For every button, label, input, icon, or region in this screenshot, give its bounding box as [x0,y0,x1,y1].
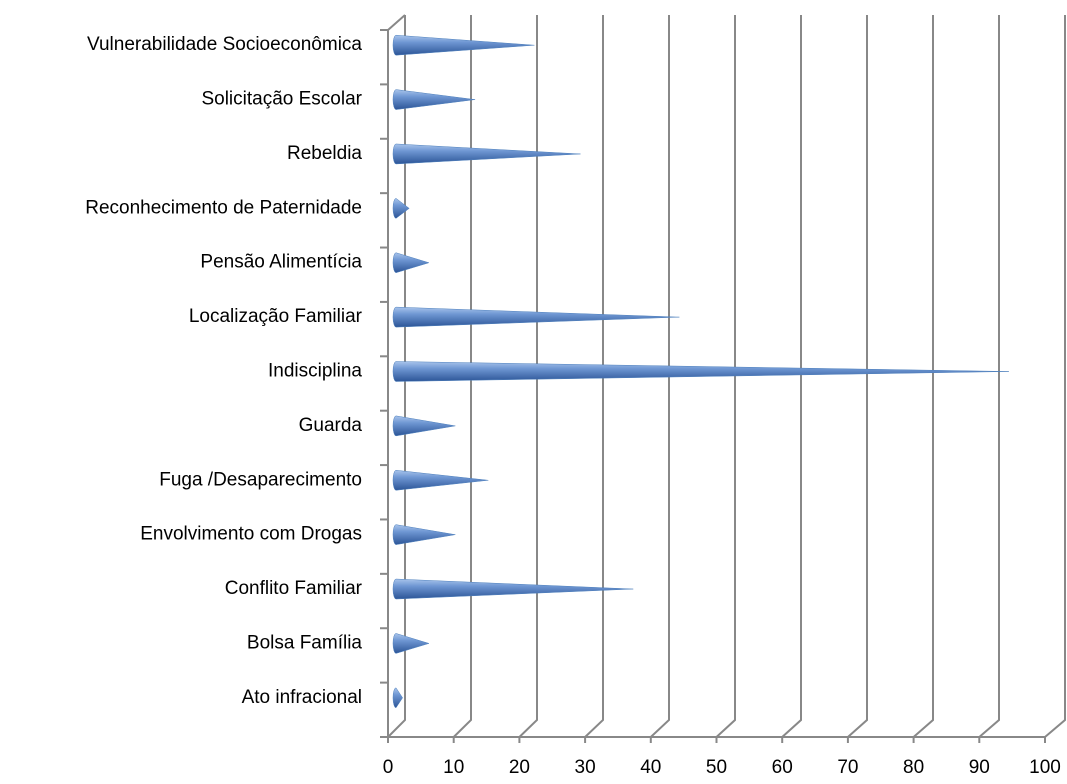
bar [392,415,456,437]
x-tick-label: 10 [443,757,464,778]
grid-line [518,15,538,738]
y-tick-label: Rebeldia [287,143,362,164]
bar [392,252,430,273]
y-tick-label: Reconhecimento de Paternidade [85,197,362,218]
y-tick-label: Guarda [299,415,363,436]
y-tick-label: Ato infracional [242,687,362,708]
bar [392,470,489,491]
y-tick-label: Bolsa Família [247,632,363,653]
grid-line [781,15,802,738]
grid-line [715,15,736,738]
y-tick-label: Vulnerabilidade Socioeconômica [87,34,362,55]
x-tick-label: 50 [706,757,727,778]
y-tick-label: Pensão Alimentícia [200,252,362,273]
y-tick-label: Fuga /Desaparecimento [159,469,362,490]
grid-line [978,15,1000,738]
x-tick-label: 90 [969,757,990,778]
grid-line [847,15,868,738]
y-tick-label: Conflito Familiar [225,578,363,599]
bar [392,578,634,600]
grid-line [387,15,406,738]
grid-line [1044,15,1066,738]
grid-line [584,15,604,738]
x-tick-label: 30 [575,757,596,778]
bar [392,361,1009,382]
y-tick-label: Solicitação Escolar [201,89,362,110]
y-tick-label: Localização Familiar [189,306,363,327]
y-tick-label: Envolvimento com Drogas [140,524,362,545]
bar [392,143,581,165]
grid-line [452,15,472,738]
bar [392,306,680,328]
bar [392,34,535,56]
x-tick-label: 60 [772,757,793,778]
y-tick-label: Indisciplina [268,361,362,382]
x-tick-label: 40 [640,757,661,778]
x-tick-label: 100 [1029,757,1061,778]
x-tick-label: 20 [509,757,530,778]
bar [392,633,430,654]
x-tick-label: 0 [383,757,394,778]
x-tick-label: 70 [837,757,858,778]
grid-line [912,15,934,738]
bar [392,89,476,110]
bar [392,198,410,219]
grid-line [650,15,670,738]
bar [392,524,456,545]
bar [392,687,403,709]
x-tick-label: 80 [903,757,924,778]
